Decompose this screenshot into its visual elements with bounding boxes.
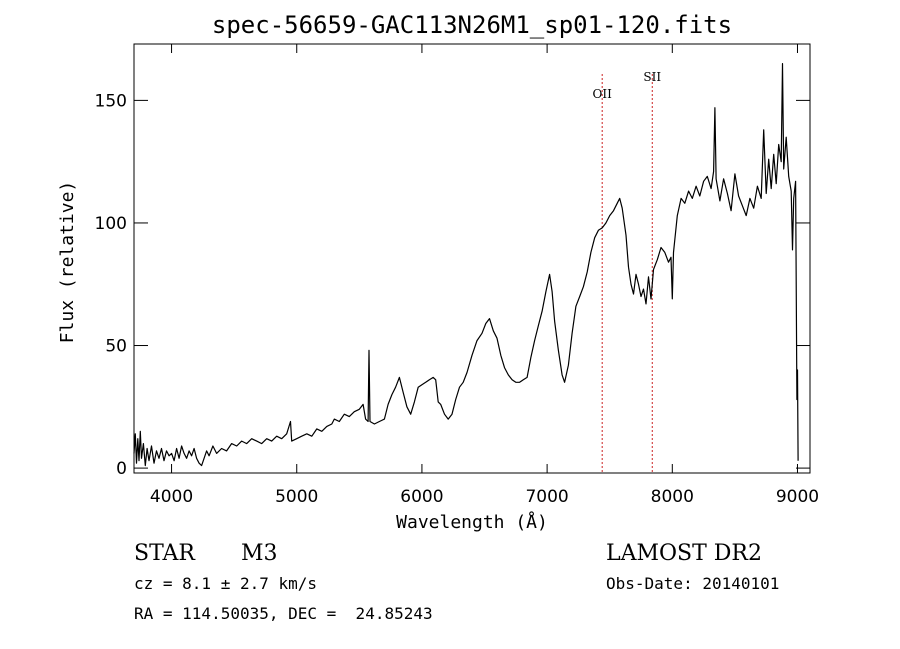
- chart-title: spec-56659-GAC113N26M1_sp01-120.fits: [212, 11, 732, 39]
- y-tick-label: 0: [116, 459, 127, 479]
- plot-border: [133, 43, 811, 474]
- coordinates: RA = 114.50035, DEC = 24.85243: [134, 604, 433, 623]
- y-tick-label: 100: [95, 214, 127, 234]
- x-tick-label: 8000: [651, 487, 694, 507]
- x-axis-label: Wavelength (Å): [396, 511, 548, 533]
- survey-name: LAMOST DR2: [606, 541, 762, 566]
- line-marker-label: OII: [593, 87, 613, 101]
- axis-ticks: 4000 5000 6000 7000 8000 9000 0 50 100 150: [95, 44, 819, 507]
- x-tick-label: 5000: [275, 487, 318, 507]
- plot-frame: [133, 43, 811, 474]
- object-subclass: M3: [241, 541, 278, 566]
- y-axis-label: Flux (relative): [57, 181, 78, 344]
- redshift-cz: cz = 8.1 ± 2.7 km/s: [134, 574, 317, 593]
- line-markers: OII SII: [593, 70, 661, 473]
- y-tick-label: 150: [95, 91, 127, 111]
- y-tick-label: 50: [105, 337, 127, 357]
- x-tick-label: 4000: [150, 487, 193, 507]
- spectrum-series: [133, 63, 799, 467]
- x-tick-label: 6000: [400, 487, 443, 507]
- x-tick-label: 7000: [525, 487, 568, 507]
- observation-date: Obs-Date: 20140101: [606, 574, 779, 593]
- object-class: STAR: [134, 541, 196, 566]
- spectrum-line: [133, 63, 799, 467]
- x-tick-label: 9000: [776, 487, 819, 507]
- line-marker-label: SII: [643, 70, 661, 84]
